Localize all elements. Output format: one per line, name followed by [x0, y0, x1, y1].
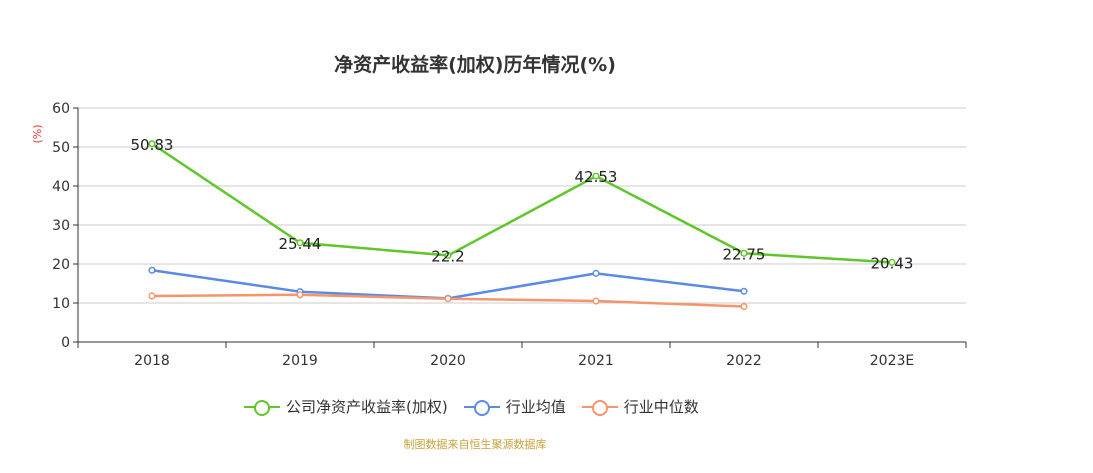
y-axis-label: (%) — [31, 124, 44, 143]
y-tick-label: 10 — [52, 296, 70, 312]
data-point — [888, 258, 896, 266]
data-label: 25.44 — [279, 235, 322, 253]
data-source-note: 制图数据来自恒生聚源数据库 — [403, 438, 547, 451]
x-tick-label: 2021 — [578, 353, 614, 369]
chart-title: 净资产收益率(加权)历年情况(%) — [334, 54, 616, 76]
series-line — [151, 142, 893, 264]
legend-item-industry-mean[interactable]: 行业均值 — [463, 396, 566, 417]
data-point — [296, 291, 304, 299]
y-tick-label: 30 — [52, 218, 70, 234]
x-tick-label: 2022 — [726, 353, 762, 369]
data-point — [740, 287, 748, 295]
data-point — [740, 249, 748, 257]
data-point — [148, 266, 156, 274]
data-point — [592, 297, 600, 305]
data-label: 20.43 — [871, 254, 914, 272]
legend-label-industry-mean: 行业均值 — [505, 398, 566, 416]
legend-swatch-industry-median — [581, 399, 618, 416]
x-tick-label: 2018 — [134, 353, 170, 369]
data-point — [444, 295, 452, 303]
legend-label-industry-median: 行业中位数 — [623, 398, 699, 416]
legend-swatch-industry-mean — [463, 399, 500, 416]
x-tick-label: 2020 — [430, 353, 466, 369]
x-tick-label: 2019 — [282, 353, 318, 369]
data-point — [444, 251, 452, 259]
data-point — [148, 140, 156, 148]
legend-label-company-roe: 公司净资产收益率(加权) — [286, 398, 448, 416]
legend: 公司净资产收益率(加权) 行业均值 行业中位数 — [244, 396, 699, 417]
data-label: 22.2 — [431, 247, 464, 265]
y-tick-label: 50 — [52, 140, 70, 156]
y-tick-label: 60 — [52, 101, 70, 117]
y-tick-label: 40 — [52, 179, 70, 195]
data-label: 42.53 — [575, 168, 618, 186]
x-tick-label: 2023E — [870, 353, 914, 369]
legend-item-industry-median[interactable]: 行业中位数 — [581, 396, 699, 417]
y-tick-label: 20 — [52, 257, 70, 273]
legend-item-company-roe[interactable]: 公司净资产收益率(加权) — [244, 396, 448, 417]
data-point — [592, 269, 600, 277]
data-point — [592, 172, 600, 180]
data-label: 50.83 — [131, 136, 174, 154]
y-tick-label: 0 — [61, 335, 70, 351]
data-point — [740, 302, 748, 311]
data-point — [148, 292, 156, 300]
legend-swatch-company-roe — [244, 399, 280, 416]
data-label: 22.75 — [723, 245, 766, 263]
data-point — [296, 239, 304, 247]
